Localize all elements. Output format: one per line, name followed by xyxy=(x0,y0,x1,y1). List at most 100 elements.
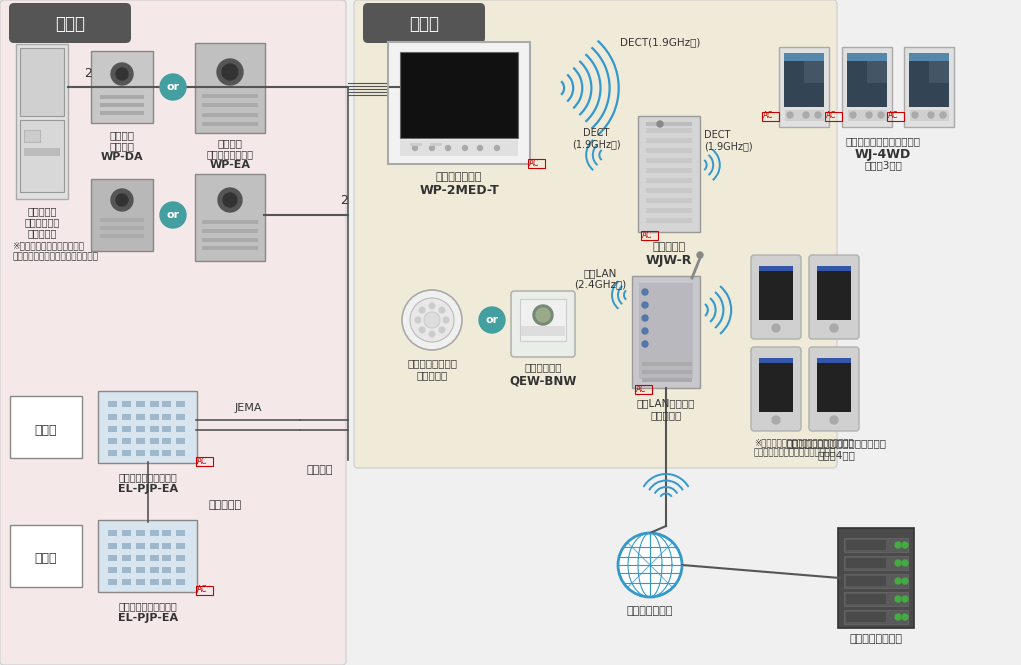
Bar xyxy=(646,168,692,173)
Text: AC: AC xyxy=(763,112,773,120)
Circle shape xyxy=(642,302,648,308)
FancyBboxPatch shape xyxy=(20,120,64,192)
FancyBboxPatch shape xyxy=(354,0,837,468)
Circle shape xyxy=(912,112,918,118)
Bar xyxy=(100,234,144,238)
Circle shape xyxy=(830,324,838,332)
FancyBboxPatch shape xyxy=(909,53,949,107)
Text: or: or xyxy=(166,82,180,92)
Bar xyxy=(844,556,908,570)
Circle shape xyxy=(218,188,242,212)
Bar xyxy=(176,438,185,444)
Circle shape xyxy=(445,146,450,150)
Circle shape xyxy=(160,202,186,228)
FancyBboxPatch shape xyxy=(363,3,485,43)
Bar xyxy=(804,61,824,83)
Circle shape xyxy=(420,307,425,313)
FancyBboxPatch shape xyxy=(910,110,949,120)
Bar xyxy=(646,208,692,213)
Text: AC: AC xyxy=(529,158,539,168)
Bar xyxy=(150,543,159,549)
Circle shape xyxy=(494,146,499,150)
Bar xyxy=(817,266,850,271)
FancyBboxPatch shape xyxy=(91,51,153,123)
Text: AC: AC xyxy=(642,231,652,239)
Bar xyxy=(646,198,692,203)
Bar xyxy=(202,229,258,233)
Bar xyxy=(176,579,185,585)
Bar xyxy=(150,450,159,456)
Bar xyxy=(136,450,145,456)
Circle shape xyxy=(416,317,421,323)
Text: インターネット: インターネット xyxy=(627,606,673,616)
FancyBboxPatch shape xyxy=(817,266,850,320)
FancyBboxPatch shape xyxy=(838,528,914,628)
Circle shape xyxy=(697,252,703,258)
Bar xyxy=(136,530,145,536)
Text: クラウドサーバー: クラウドサーバー xyxy=(849,634,903,644)
Bar xyxy=(202,220,258,224)
Bar xyxy=(867,61,887,83)
Text: (1.9GHz帯): (1.9GHz帯) xyxy=(704,141,752,151)
FancyBboxPatch shape xyxy=(388,42,530,164)
Circle shape xyxy=(424,312,440,328)
Bar xyxy=(100,103,144,107)
Bar xyxy=(121,438,131,444)
FancyBboxPatch shape xyxy=(904,47,954,127)
Text: AC: AC xyxy=(888,112,898,120)
Bar xyxy=(108,555,117,561)
FancyBboxPatch shape xyxy=(25,130,40,142)
Text: 開扉通知は対応しておりません。: 開扉通知は対応しておりません。 xyxy=(753,448,836,457)
Bar xyxy=(909,53,949,61)
Bar xyxy=(108,450,117,456)
Circle shape xyxy=(429,331,435,336)
Bar xyxy=(846,594,886,604)
Bar xyxy=(108,438,117,444)
Bar xyxy=(646,128,692,133)
Bar xyxy=(108,567,117,573)
Bar xyxy=(176,555,185,561)
Circle shape xyxy=(902,614,908,620)
Bar xyxy=(100,95,144,99)
Circle shape xyxy=(412,146,418,150)
Bar xyxy=(909,61,929,83)
FancyBboxPatch shape xyxy=(784,53,824,107)
Bar xyxy=(642,362,692,366)
Text: コールボタン: コールボタン xyxy=(524,362,562,372)
Bar xyxy=(121,530,131,536)
Text: AC: AC xyxy=(636,384,646,394)
Text: （市販品）: （市販品） xyxy=(28,228,57,238)
Circle shape xyxy=(895,560,901,566)
FancyBboxPatch shape xyxy=(809,347,859,431)
Bar xyxy=(150,555,159,561)
Circle shape xyxy=(402,290,461,350)
Bar xyxy=(844,538,908,552)
Circle shape xyxy=(787,112,793,118)
Bar xyxy=(136,426,145,432)
Text: モニター付親機: モニター付親機 xyxy=(436,172,482,182)
Bar xyxy=(136,414,145,420)
Circle shape xyxy=(830,416,838,424)
Bar xyxy=(176,530,185,536)
FancyBboxPatch shape xyxy=(20,48,64,116)
Bar xyxy=(150,567,159,573)
Text: 電気錠コントローラー: 電気錠コントローラー xyxy=(118,601,178,611)
Bar xyxy=(784,61,804,83)
Text: 2: 2 xyxy=(84,67,92,80)
Bar xyxy=(162,401,171,407)
Bar xyxy=(844,574,908,588)
Circle shape xyxy=(815,112,821,118)
Text: 無線LAN: 無線LAN xyxy=(583,268,617,278)
Circle shape xyxy=(478,146,483,150)
FancyBboxPatch shape xyxy=(25,148,60,156)
FancyBboxPatch shape xyxy=(195,174,265,261)
Text: WP-EA: WP-EA xyxy=(209,160,250,170)
Circle shape xyxy=(772,324,780,332)
Bar xyxy=(202,113,258,117)
Bar xyxy=(100,111,144,115)
Bar xyxy=(846,558,886,568)
FancyBboxPatch shape xyxy=(847,53,887,107)
Text: AC: AC xyxy=(197,456,207,466)
Text: 住宅用火災警報器: 住宅用火災警報器 xyxy=(407,358,457,368)
Circle shape xyxy=(642,315,648,321)
